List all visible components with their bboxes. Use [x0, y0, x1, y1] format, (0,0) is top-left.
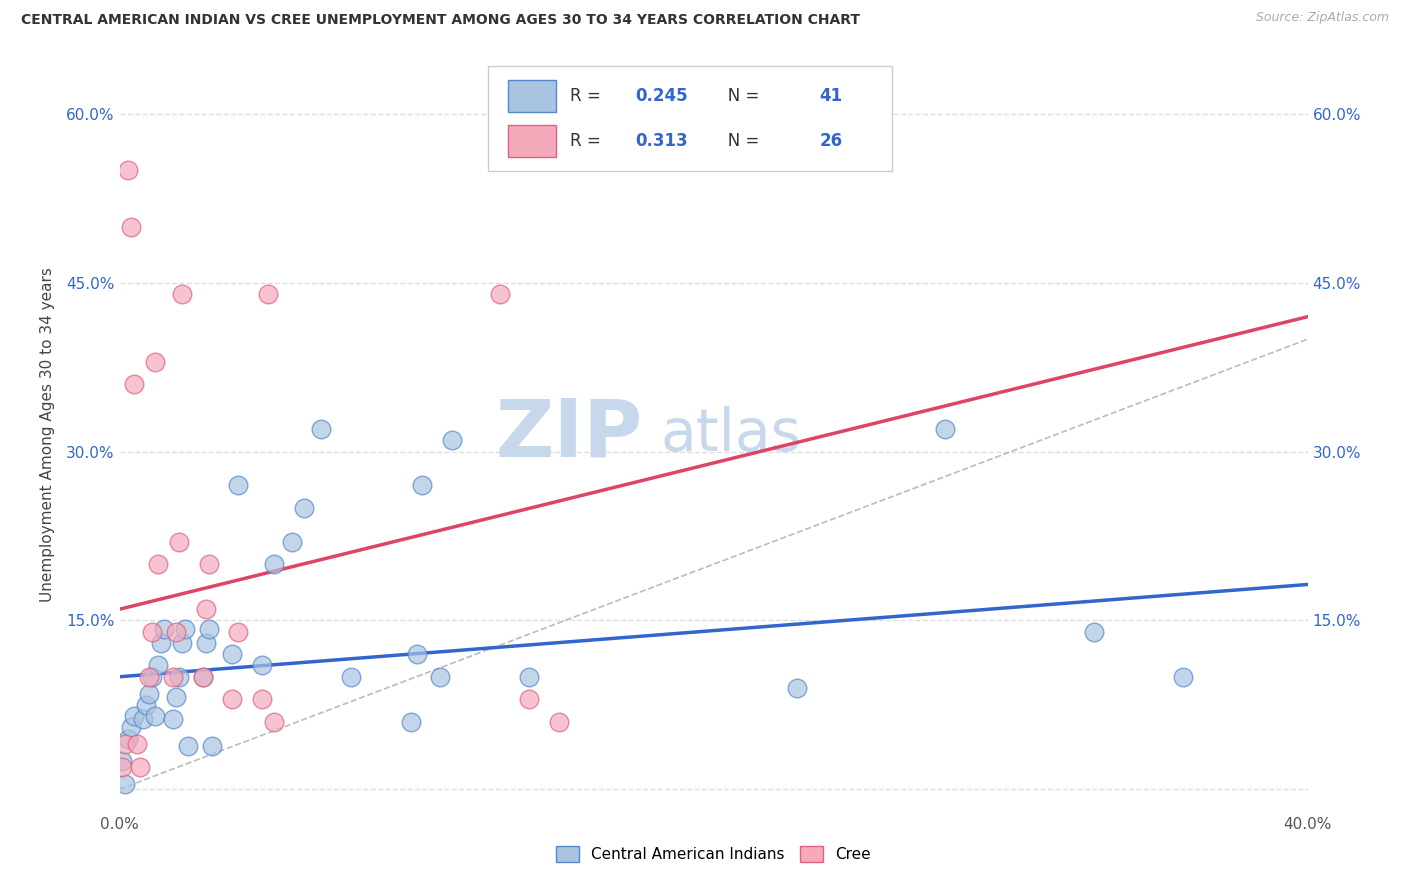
Point	[162, 670, 184, 684]
Point	[120, 720, 142, 734]
Text: 0.245: 0.245	[636, 87, 688, 104]
Point	[934, 422, 956, 436]
Point	[117, 163, 139, 178]
Point	[197, 623, 219, 637]
Point	[228, 624, 250, 639]
Point	[173, 623, 195, 637]
Text: 41: 41	[820, 87, 842, 104]
Text: N =: N =	[713, 87, 765, 104]
Text: R =: R =	[569, 132, 606, 150]
Point	[114, 776, 136, 790]
Point	[177, 739, 200, 754]
Point	[141, 624, 163, 639]
Point	[197, 558, 219, 572]
Point	[143, 355, 166, 369]
Point	[250, 692, 273, 706]
Point	[399, 714, 422, 729]
Point	[250, 658, 273, 673]
Point	[167, 670, 190, 684]
Point	[263, 558, 285, 572]
Point	[548, 714, 571, 729]
Point	[165, 624, 187, 639]
Text: N =: N =	[713, 132, 765, 150]
Text: ZIP: ZIP	[495, 396, 643, 474]
Point	[311, 422, 333, 436]
Point	[200, 739, 222, 754]
Text: 0.313: 0.313	[636, 132, 688, 150]
Point	[170, 636, 193, 650]
Point	[138, 687, 160, 701]
Point	[124, 377, 146, 392]
Point	[167, 534, 190, 549]
Point	[165, 690, 187, 704]
Point	[191, 670, 214, 684]
Point	[257, 287, 280, 301]
Point	[281, 534, 304, 549]
Point	[170, 287, 193, 301]
Point	[1083, 624, 1105, 639]
Point	[127, 737, 149, 751]
Text: Source: ZipAtlas.com: Source: ZipAtlas.com	[1256, 11, 1389, 24]
FancyBboxPatch shape	[488, 65, 891, 171]
Point	[292, 500, 315, 515]
Point	[120, 219, 142, 234]
Text: 26: 26	[820, 132, 842, 150]
Point	[117, 731, 139, 746]
Point	[135, 698, 157, 712]
Point	[263, 714, 285, 729]
Point	[488, 287, 510, 301]
Bar	[508, 80, 555, 112]
Point	[141, 670, 163, 684]
Point	[519, 692, 541, 706]
Point	[191, 670, 214, 684]
Point	[340, 670, 363, 684]
Point	[162, 713, 184, 727]
Text: atlas: atlas	[659, 407, 801, 463]
Point	[146, 558, 169, 572]
Text: R =: R =	[569, 87, 606, 104]
Point	[429, 670, 451, 684]
Point	[194, 636, 217, 650]
Point	[221, 692, 243, 706]
Point	[1171, 670, 1194, 684]
Point	[124, 709, 146, 723]
Point	[441, 434, 464, 448]
Point	[111, 760, 134, 774]
Point	[194, 602, 217, 616]
Point	[411, 478, 433, 492]
Y-axis label: Unemployment Among Ages 30 to 34 years: Unemployment Among Ages 30 to 34 years	[39, 268, 55, 602]
Point	[111, 754, 134, 768]
Point	[786, 681, 808, 695]
Point	[143, 709, 166, 723]
Point	[153, 623, 176, 637]
Point	[221, 647, 243, 661]
Text: CENTRAL AMERICAN INDIAN VS CREE UNEMPLOYMENT AMONG AGES 30 TO 34 YEARS CORRELATI: CENTRAL AMERICAN INDIAN VS CREE UNEMPLOY…	[21, 13, 860, 28]
Point	[138, 670, 160, 684]
Legend: Central American Indians, Cree: Central American Indians, Cree	[550, 840, 877, 868]
Bar	[508, 125, 555, 157]
Point	[405, 647, 427, 661]
Point	[114, 737, 136, 751]
Point	[132, 713, 155, 727]
Point	[228, 478, 250, 492]
Point	[150, 636, 173, 650]
Point	[146, 658, 169, 673]
Point	[129, 760, 152, 774]
Point	[519, 670, 541, 684]
